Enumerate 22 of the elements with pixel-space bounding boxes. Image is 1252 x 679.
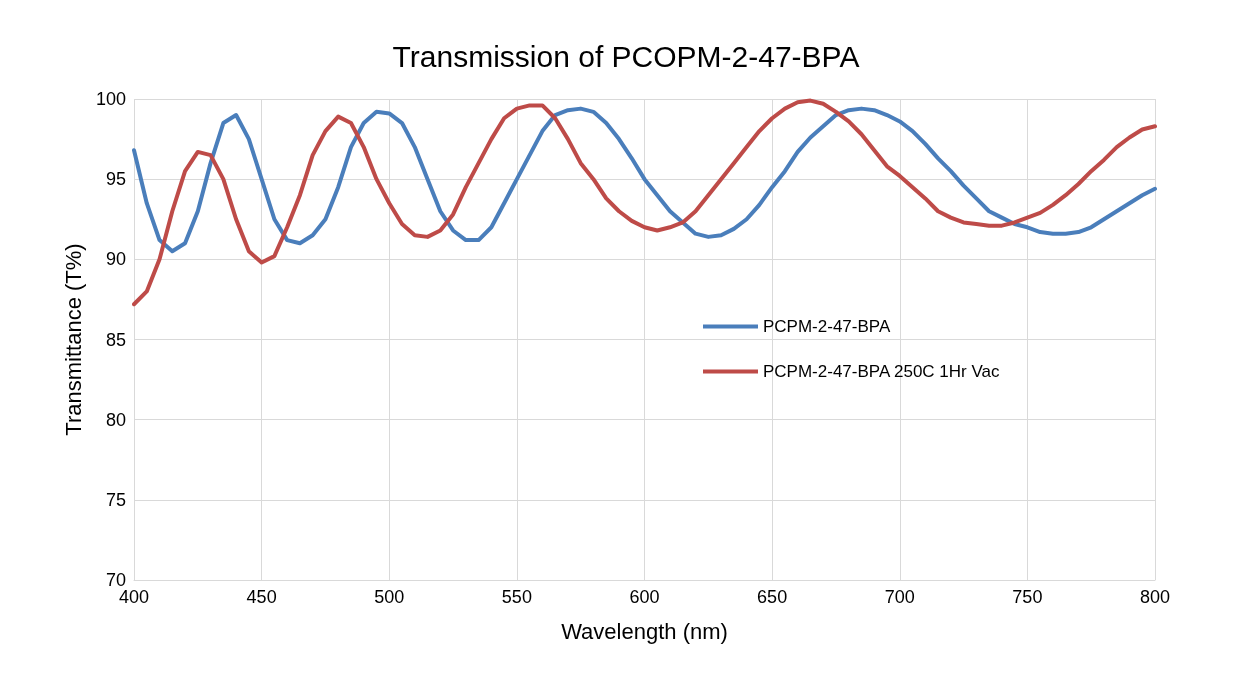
y-tick-label: 80 [105, 409, 126, 430]
x-axis-title: Wavelength (nm) [561, 618, 728, 644]
y-tick-label: 95 [105, 169, 126, 190]
x-tick-label: 600 [629, 587, 660, 607]
x-tick-label: 400 [118, 587, 150, 607]
x-tick-label: 650 [757, 587, 788, 607]
legend-label: PCPM-2-47-BPA [763, 317, 891, 336]
x-tick-label: 750 [1012, 587, 1043, 607]
line-series [132, 106, 1157, 254]
y-tick-label: 85 [105, 329, 126, 350]
x-tick-label: 450 [246, 587, 277, 607]
y-tick-label: 70 [105, 570, 126, 590]
y-tick-label: 75 [105, 489, 126, 510]
x-tick-label: 800 [1139, 587, 1171, 607]
x-tick-label: 700 [884, 587, 915, 607]
x-tick-label: 550 [501, 587, 532, 607]
x-tick-label: 500 [374, 587, 405, 607]
y-axis-title: Transmittance (T%) [60, 243, 86, 436]
legend-label: PCPM-2-47-BPA 250C 1Hr Vac [763, 362, 1001, 381]
chart-title: Transmission of PCOPM-2-47-BPA [392, 39, 860, 73]
y-tick-label: 100 [95, 89, 126, 109]
y-tick-label: 90 [105, 249, 126, 270]
